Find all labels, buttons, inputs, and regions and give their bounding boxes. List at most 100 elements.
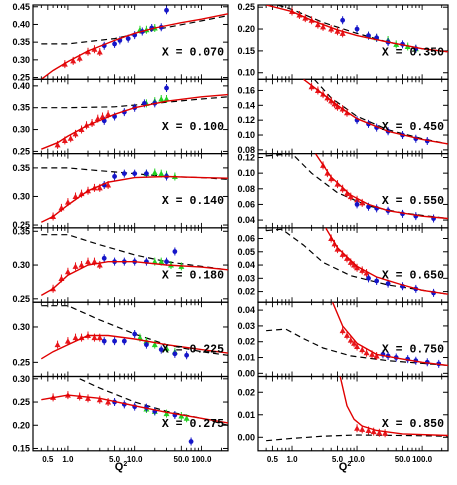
blue-point xyxy=(144,342,149,348)
red-point xyxy=(359,267,366,273)
y-tick-label: 0.30 xyxy=(12,125,30,135)
solid-curve xyxy=(41,394,228,424)
panel-plot-area xyxy=(41,84,228,150)
red-point xyxy=(334,28,341,34)
red-point xyxy=(339,30,346,36)
panel-frame xyxy=(257,153,449,229)
red-point xyxy=(54,141,61,148)
y-tick-label: 0.30 xyxy=(12,260,30,270)
blue-point xyxy=(172,249,178,254)
panel-x-label: X = 0.350 xyxy=(382,47,444,60)
y-tick-label: 0.25 xyxy=(12,294,30,304)
red-point xyxy=(334,246,341,252)
solid-curve xyxy=(40,261,228,297)
x-tick-label: 10.0 xyxy=(349,455,365,464)
y-tick-label: 0.25 xyxy=(12,73,30,83)
y-tick-label: 0.05 xyxy=(237,247,255,257)
dashed-curve xyxy=(266,228,448,295)
panel-frame xyxy=(32,227,229,303)
blue-point xyxy=(366,275,371,281)
green-point xyxy=(151,341,158,348)
y-tick-label: 0.08 xyxy=(237,145,255,155)
panel-x-label: X = 0.225 xyxy=(162,344,224,357)
red-point xyxy=(91,258,98,265)
red-point xyxy=(339,327,346,334)
red-point xyxy=(67,135,74,141)
y-tick-label: 0.25 xyxy=(12,357,30,367)
panel-plot-area xyxy=(266,376,448,442)
blue-point xyxy=(385,281,391,287)
panel-8: 0.12 0.10 0.08 0.06 0.04 X = 0.550 xyxy=(237,153,449,229)
red-point xyxy=(370,428,377,435)
panel-10: 0.04 0.03 0.02 0.01 0.00 X = 0.750 xyxy=(237,301,449,378)
x-tick-label: 0.5 xyxy=(267,455,279,464)
red-point xyxy=(96,49,103,55)
blue-point xyxy=(144,171,149,177)
x-tick-label: 100.0 xyxy=(412,455,433,464)
y-tick-label: 0.01 xyxy=(237,410,255,420)
green-point xyxy=(151,258,158,265)
blue-point xyxy=(132,171,138,177)
red-point xyxy=(72,130,79,137)
panel-x-label: X = 0.650 xyxy=(382,269,444,282)
y-tick-label: 0.00 xyxy=(237,368,255,378)
y-tick-label: 0.10 xyxy=(237,68,255,78)
y-tick-label: 0.08 xyxy=(237,184,255,194)
panel-plot-area xyxy=(40,234,228,297)
solid-curve xyxy=(331,302,448,367)
red-point xyxy=(328,175,335,182)
panel-grid: 0.450.400.350.300.25X = 0.0700.400.350.3… xyxy=(12,2,449,464)
blue-point xyxy=(354,202,360,207)
panel-x-label: X = 0.850 xyxy=(382,418,444,431)
panel-plot-area xyxy=(40,167,228,223)
y-tick-label: 0.10 xyxy=(237,168,255,178)
panel-x-label: X = 0.070 xyxy=(162,47,224,60)
panel-frame xyxy=(32,153,229,229)
blue-point xyxy=(188,439,194,444)
blue-point xyxy=(101,255,107,261)
y-tick-label: 0.20 xyxy=(237,24,255,34)
panel-plot-area xyxy=(266,302,448,368)
dashed-curve xyxy=(266,153,448,220)
x-tick-label: 50.0 xyxy=(174,455,190,464)
y-tick-label: 0.40 xyxy=(12,19,30,29)
solid-curve xyxy=(303,79,448,145)
panel-7: 0.16 0.14 0.12 0.10 0.08 X = 0.450 xyxy=(237,78,449,155)
right-x-axis-title: Q2 xyxy=(339,461,352,473)
solid-curve xyxy=(314,153,448,220)
dashed-curve xyxy=(313,79,448,145)
x-tick-label: 1.0 xyxy=(286,455,298,464)
red-point xyxy=(72,263,79,269)
blue-point xyxy=(354,26,360,32)
panel-2: 0.35 0.30 0.25 X = 0.140 xyxy=(12,153,229,230)
y-tick-label: 0.04 xyxy=(237,215,255,225)
y-tick-label: 0.02 xyxy=(237,287,255,297)
y-tick-label: 0.04 xyxy=(237,305,255,315)
blue-point xyxy=(158,347,164,353)
red-point xyxy=(320,23,327,30)
panel-frame xyxy=(32,301,229,378)
y-tick-label: 0.30 xyxy=(12,374,30,384)
panel-frame xyxy=(257,4,449,80)
red-point xyxy=(94,115,101,122)
panel-5: 0.30 0.25 0.20 0.15 X = 0.275 0.5 1.0 5.0 10.0 50… xyxy=(12,374,229,464)
x-tick-label: 10.0 xyxy=(127,455,143,464)
red-point xyxy=(343,190,350,196)
y-tick-label: 0.30 xyxy=(12,55,30,65)
y-tick-label: 0.14 xyxy=(237,100,255,110)
solid-curve xyxy=(40,175,228,223)
panel-x-label: X = 0.140 xyxy=(162,195,224,208)
red-point xyxy=(339,251,346,257)
y-tick-label: 0.35 xyxy=(12,226,30,236)
red-point xyxy=(70,57,77,64)
red-point xyxy=(85,258,92,265)
y-tick-label: 0.40 xyxy=(12,81,30,91)
y-tick-label: 0.01 xyxy=(237,353,255,363)
y-tick-label: 0.16 xyxy=(237,85,255,95)
x-tick-label: 5.0 xyxy=(109,455,121,464)
blue-point xyxy=(340,17,346,23)
red-point xyxy=(354,343,361,349)
red-point xyxy=(354,196,361,203)
solid-curve xyxy=(325,227,448,295)
red-point xyxy=(76,55,83,61)
